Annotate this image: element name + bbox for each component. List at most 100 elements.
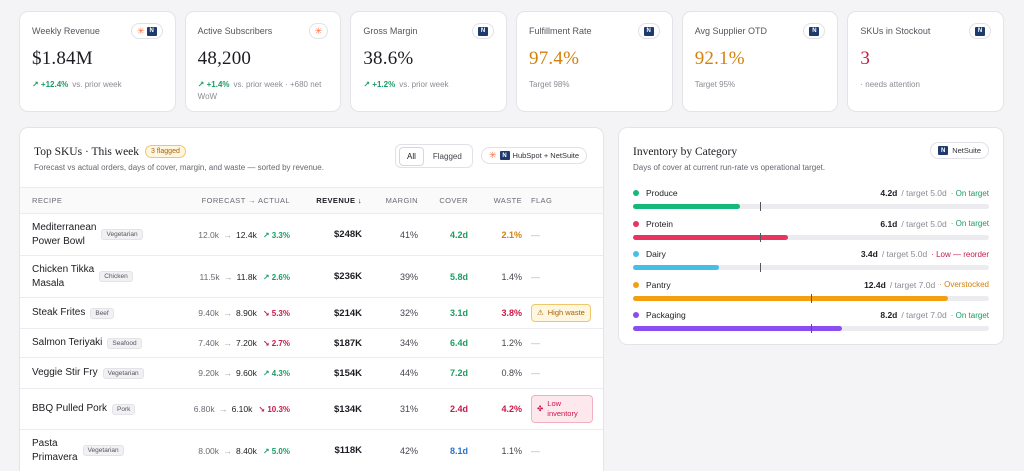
forecast-delta: ↘ 2.7% bbox=[262, 339, 290, 348]
category-target: / target 5.0d bbox=[901, 218, 947, 229]
flag-empty: — bbox=[531, 338, 540, 348]
netsuite-icon: N bbox=[499, 151, 510, 160]
category-status: · On target bbox=[950, 188, 989, 198]
margin-cell: 31% bbox=[399, 404, 418, 414]
margin-cell: 32% bbox=[399, 308, 418, 318]
netsuite-source-chip: N NetSuite bbox=[930, 142, 989, 159]
category-target: / target 7.0d bbox=[889, 279, 936, 290]
inventory-category[interactable]: Pantry 12.4d / target 7.0d · Overstocked bbox=[633, 279, 989, 303]
kpi-value: 97.4% bbox=[529, 48, 580, 69]
cover-cell: 2.4d bbox=[449, 404, 468, 414]
sku-row[interactable]: Salmon Teriyaki Seafood 7.40k → 7.20k ↘ 2.7% $… bbox=[20, 329, 603, 358]
waste-cell: 0.8% bbox=[501, 368, 522, 378]
top-skus-subtitle: Forecast vs actual orders, days of cover… bbox=[34, 163, 324, 172]
sku-row[interactable]: Veggie Stir Fry Vegetarian 9.20k → 9.60k ↗ 4.… bbox=[20, 358, 603, 389]
actual-value: 12.4k bbox=[236, 229, 257, 240]
category-target: / target 5.0d bbox=[901, 188, 947, 198]
filter-all-button[interactable]: All bbox=[399, 146, 424, 166]
inventory-category[interactable]: Dairy 3.4d / target 5.0d · Low — reorder bbox=[633, 248, 989, 272]
recipe-cell: Veggie Stir Fry Vegetarian bbox=[20, 358, 166, 389]
kpi-label: Weekly Revenue bbox=[32, 26, 100, 36]
category-dot-icon bbox=[633, 251, 639, 257]
forecast-actual-cell: 7.40k → 7.20k ↘ 2.7% bbox=[166, 329, 290, 358]
forecast-value: 6.80k bbox=[193, 404, 215, 414]
kpi-value: $1.84M bbox=[32, 48, 93, 69]
flagged-count-badge: 3 flagged bbox=[145, 145, 186, 158]
actual-value: 9.60k bbox=[236, 368, 257, 378]
waste-cell: 1.1% bbox=[501, 445, 522, 456]
recipe-cell: Chicken Tikka Masala Chicken bbox=[20, 256, 166, 298]
inventory-category[interactable]: Packaging 8.2d / target 7.0d · On target bbox=[633, 309, 989, 333]
col-flag[interactable]: FLAG bbox=[531, 196, 553, 205]
kpi-card[interactable]: Gross Margin N 38.6% ↗ +1.2% vs. prior week bbox=[350, 11, 508, 112]
recipe-name: Steak Frites bbox=[32, 307, 86, 318]
hubspot-icon: ✳ bbox=[137, 25, 145, 36]
sku-row[interactable]: Mediterranean Power Bowl Vegetarian 12.0k → 1… bbox=[20, 214, 603, 256]
revenue-cell: $248K bbox=[334, 229, 362, 240]
recipe-tag: Beef bbox=[90, 307, 114, 319]
forecast-value: 8.00k bbox=[198, 445, 220, 456]
sku-row[interactable]: Chicken Tikka Masala Chicken 11.5k → 11.8k ↗ 2… bbox=[20, 256, 603, 298]
waste-cell: 2.1% bbox=[501, 229, 522, 240]
actual-value: 8.40k bbox=[236, 445, 257, 456]
arrow-right-icon: → bbox=[223, 368, 233, 378]
filter-flagged-button[interactable]: Flagged bbox=[432, 151, 462, 161]
forecast-delta: ↘ 10.3% bbox=[258, 405, 290, 414]
revenue-cell: $214K bbox=[334, 307, 362, 319]
category-name: Produce bbox=[646, 188, 678, 198]
recipe-name: Pasta Primavera bbox=[32, 437, 78, 463]
inventory-category[interactable]: Produce 4.2d / target 5.0d · On target bbox=[633, 187, 989, 211]
kpi-card[interactable]: SKUs in Stockout N 3 · needs attention bbox=[847, 11, 1005, 112]
margin-cell: 39% bbox=[399, 271, 418, 282]
cover-bar-track bbox=[633, 324, 989, 333]
flag-badge[interactable]: ⚠ High waste bbox=[531, 304, 591, 322]
col-waste[interactable]: WASTE bbox=[493, 196, 522, 205]
waste-cell: 1.4% bbox=[501, 271, 522, 282]
flag-empty: — bbox=[531, 229, 540, 240]
category-name: Packaging bbox=[646, 310, 686, 320]
kpi-card[interactable]: Avg Supplier OTD N 92.1% Target 95% bbox=[681, 11, 839, 112]
inventory-subtitle: Days of cover at current run-rate vs ope… bbox=[633, 163, 826, 172]
sku-row[interactable]: Pasta Primavera Vegetarian 8.00k → 8.40k ↗ 5.0… bbox=[20, 430, 603, 471]
inventory-category[interactable]: Protein 6.1d / target 5.0d · On target bbox=[633, 218, 989, 242]
cover-bar-track bbox=[633, 293, 989, 303]
flag-empty: — bbox=[531, 368, 540, 378]
category-status: · On target bbox=[950, 310, 989, 320]
cover-bar-track bbox=[633, 263, 989, 272]
col-revenue[interactable]: REVENUE ↓ bbox=[316, 196, 362, 205]
col-cover[interactable]: COVER bbox=[439, 196, 468, 205]
kpi-card[interactable]: Weekly Revenue ✳ N $1.84M ↗ +12.4% vs. prior … bbox=[19, 11, 176, 112]
kpi-value: 38.6% bbox=[363, 48, 414, 69]
revenue-cell: $118K bbox=[334, 445, 362, 456]
margin-cell: 34% bbox=[399, 338, 418, 348]
waste-cell: 4.2% bbox=[501, 404, 522, 414]
col-margin[interactable]: MARGIN bbox=[385, 196, 418, 205]
flag-badge[interactable]: ✤ Low inventory bbox=[531, 395, 594, 423]
col-forecast-actual[interactable]: FORECAST → ACTUAL bbox=[201, 196, 290, 205]
margin-cell: 44% bbox=[399, 368, 418, 378]
target-marker bbox=[760, 202, 762, 211]
arrow-right-icon: → bbox=[223, 445, 233, 456]
margin-cell: 41% bbox=[399, 229, 418, 240]
forecast-actual-cell: 12.0k → 12.4k ↗ 3.3% bbox=[166, 214, 290, 256]
kpi-subtext: ↗ +12.4% vs. prior week bbox=[32, 79, 163, 91]
category-name: Dairy bbox=[646, 249, 666, 259]
col-recipe[interactable]: RECIPE bbox=[32, 196, 63, 205]
kpi-card[interactable]: Active Subscribers ✳ 48,200 ↗ +1.4% vs. prio… bbox=[184, 11, 342, 112]
kpi-note: · needs attention bbox=[860, 80, 920, 89]
category-status: · On target bbox=[950, 219, 989, 228]
kpi-note: vs. prior week bbox=[399, 80, 449, 89]
target-marker bbox=[811, 293, 812, 303]
actual-value: 11.8k bbox=[236, 271, 257, 282]
category-target: / target 5.0d bbox=[881, 249, 928, 259]
forecast-value: 9.20k bbox=[198, 368, 220, 378]
sku-row[interactable]: Steak Frites Beef 9.40k → 8.90k ↘ 5.3% $214K 32… bbox=[20, 298, 603, 329]
kpi-card[interactable]: Fulfillment Rate N 97.4% Target 98% bbox=[516, 11, 673, 112]
netsuite-chip-label: NetSuite bbox=[952, 146, 981, 155]
category-dot-icon bbox=[633, 281, 639, 288]
category-dot-icon bbox=[633, 190, 639, 196]
category-days: 12.4d bbox=[864, 279, 886, 290]
kpi-label: SKUs in Stockout bbox=[860, 26, 931, 36]
kpi-source-badge: ✳ N bbox=[131, 23, 163, 39]
sku-row[interactable]: BBQ Pulled Pork Pork 6.80k → 6.10k ↘ 10.3% $13… bbox=[20, 389, 603, 430]
